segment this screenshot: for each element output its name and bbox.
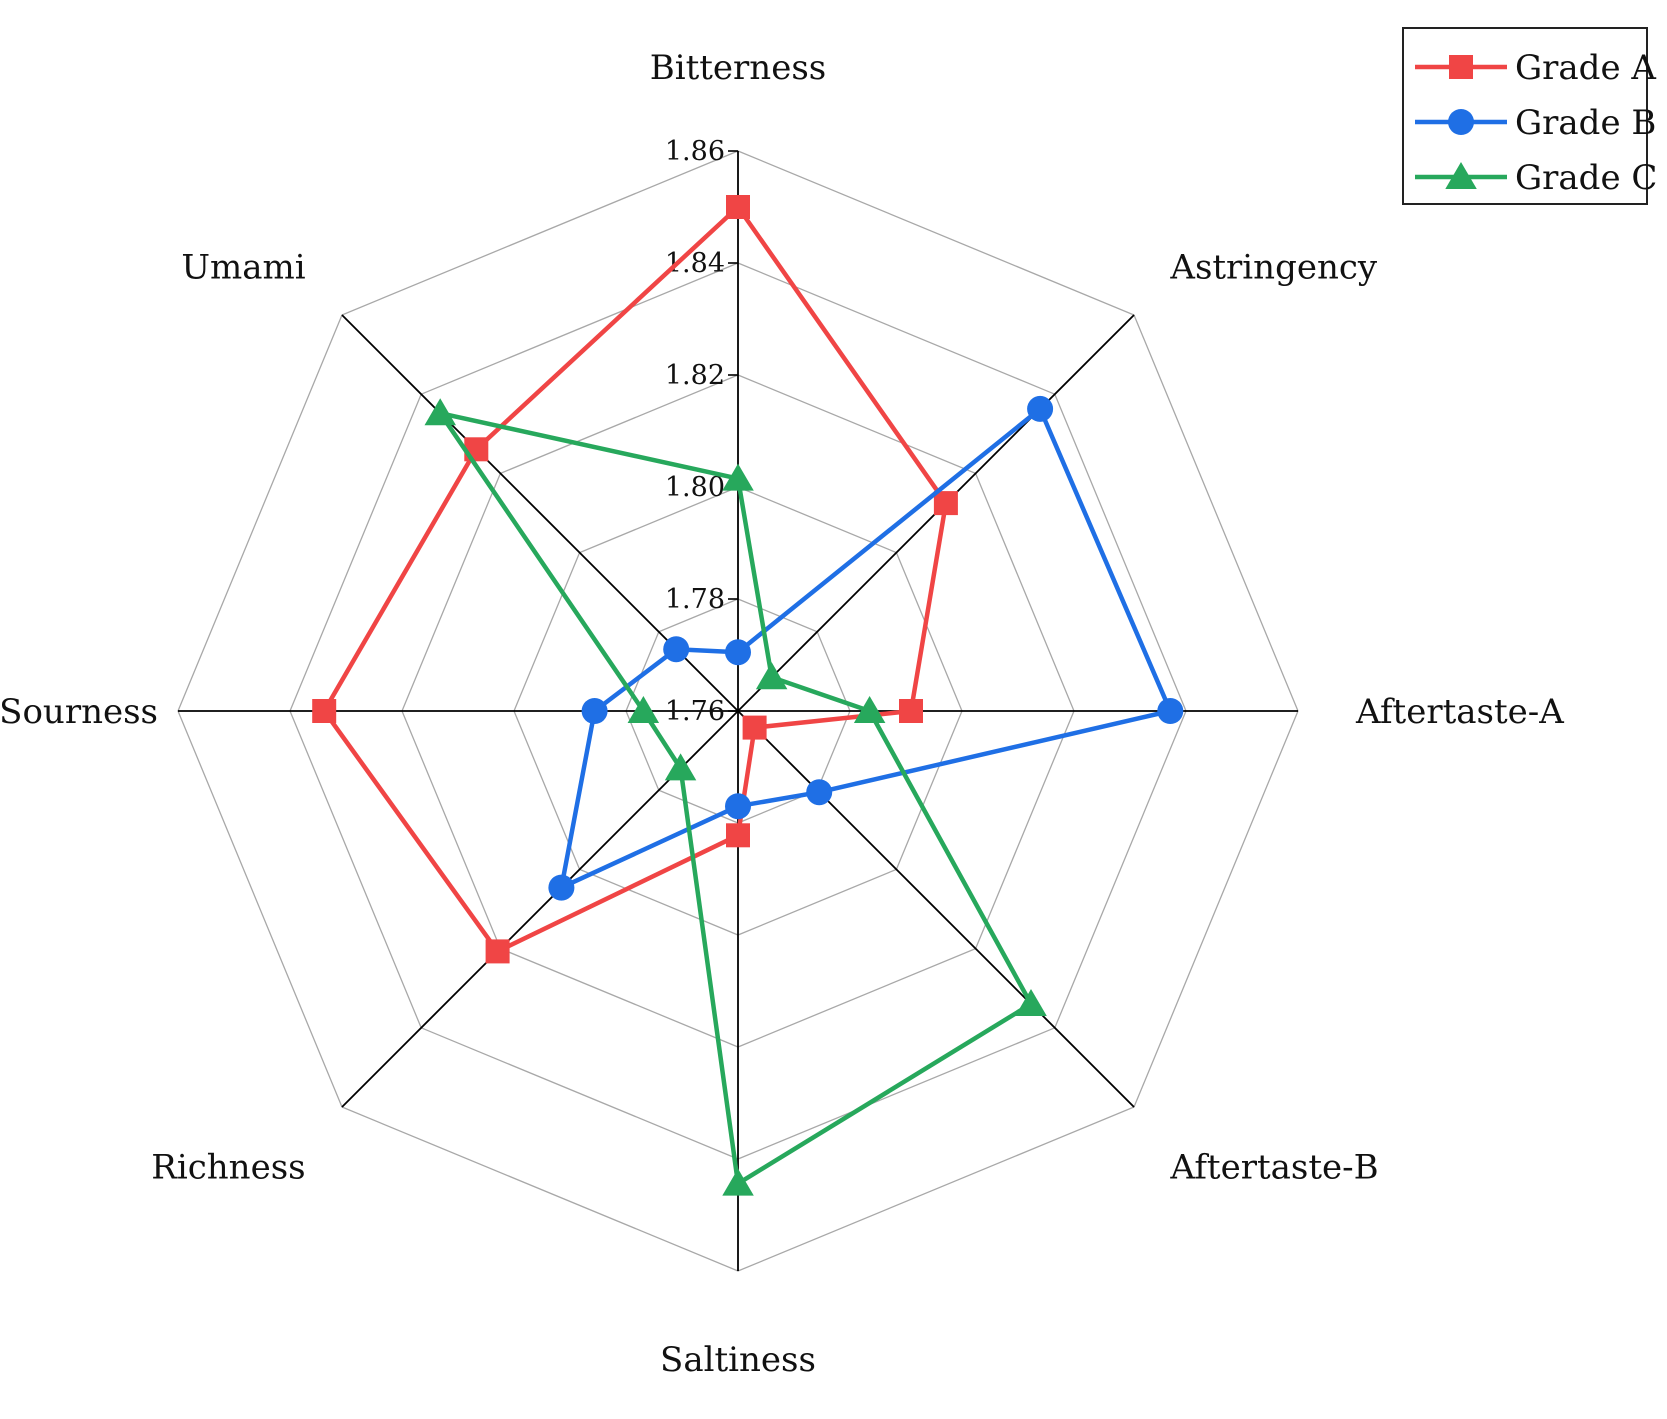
axis-label-aftertaste-b: Aftertaste-B — [1169, 1147, 1378, 1187]
point-grade-c-umami — [424, 398, 456, 426]
legend-marker — [1448, 109, 1474, 135]
point-grade-c-sourness — [627, 696, 660, 723]
series-line-grade-b — [559, 406, 1173, 890]
point-grade-a-aftertaste-b — [742, 715, 767, 740]
axis-label-layer: Bitterness Astringency Aftertaste-A Afterta… — [0, 48, 1564, 1380]
series-line-grade-a — [321, 204, 949, 954]
axis-label-aftertaste-a: Aftertaste-A — [1355, 692, 1564, 732]
point-grade-a-bitterness — [726, 195, 750, 219]
point-grade-b-sourness — [581, 698, 608, 724]
legend: Grade A Grade B Grade C — [1402, 27, 1657, 205]
series-grade-a — [312, 195, 958, 964]
point-grade-a-aftertaste-a — [899, 699, 923, 723]
point-grade-c-aftertaste-b — [1015, 989, 1047, 1016]
point-grade-a-astringency — [933, 491, 958, 516]
point-grade-a-sourness — [312, 699, 337, 723]
point-grade-b-saltiness — [725, 793, 751, 820]
point-grade-b-bitterness — [725, 639, 751, 666]
point-grade-a-saltiness — [726, 823, 750, 848]
tick-label: 1.76 — [665, 696, 725, 727]
tick-label: 1.78 — [665, 584, 725, 615]
legend-marker — [1445, 162, 1477, 189]
point-grade-a-richness — [485, 939, 510, 964]
legend-item-grade-b: Grade B — [1415, 103, 1656, 143]
point-grade-c-richness — [664, 753, 697, 781]
point-grade-b-astringency — [1027, 395, 1054, 422]
point-grade-b-richness — [548, 874, 575, 901]
legend-marker — [1449, 55, 1473, 79]
axis-label-umami: Umami — [181, 248, 305, 288]
legend-item-grade-a: Grade A — [1415, 48, 1656, 88]
point-grade-b-aftertaste-b — [806, 779, 833, 806]
series-layer — [312, 195, 1184, 1196]
tick-label: 1.80 — [665, 472, 725, 503]
axis-label-saltiness: Saltiness — [660, 1340, 816, 1380]
axis-spoke — [737, 710, 1135, 1108]
series-grade-b — [548, 395, 1184, 901]
point-grade-b-aftertaste-a — [1157, 698, 1184, 724]
axis-label-sourness: Sourness — [0, 692, 158, 732]
axis-label-astringency: Astringency — [1169, 248, 1378, 288]
legend-item-grade-c: Grade C — [1415, 158, 1657, 198]
legend-label: Grade B — [1515, 103, 1656, 143]
point-grade-c-saltiness — [722, 1168, 754, 1196]
series-grade-c — [424, 398, 1047, 1196]
point-grade-c-astringency — [755, 662, 788, 690]
legend-box — [1402, 27, 1648, 205]
tick-label: 1.86 — [665, 136, 725, 167]
axis-label-bitterness: Bitterness — [650, 48, 826, 88]
point-grade-c-aftertaste-a — [853, 696, 886, 723]
point-grade-c-bitterness — [722, 463, 754, 491]
tick-label: 1.82 — [665, 360, 725, 391]
axis-label-richness: Richness — [151, 1147, 305, 1187]
legend-label: Grade A — [1515, 48, 1656, 88]
point-grade-b-umami — [663, 636, 690, 663]
legend-label: Grade C — [1515, 158, 1657, 198]
